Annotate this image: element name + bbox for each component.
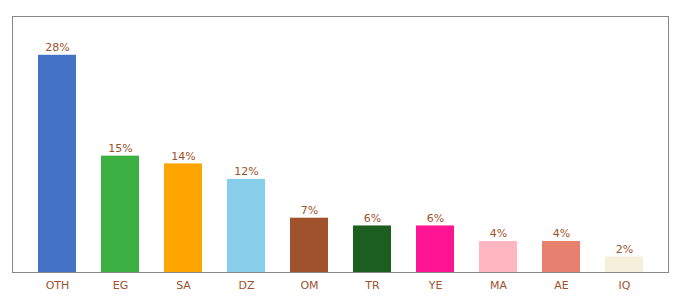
svg-text:6%: 6% [364, 212, 381, 225]
svg-text:6%: 6% [427, 212, 444, 225]
svg-text:14%: 14% [171, 150, 195, 163]
svg-text:28%: 28% [45, 41, 69, 54]
svg-text:YE: YE [428, 279, 443, 292]
svg-text:EG: EG [113, 279, 128, 292]
svg-text:IQ: IQ [619, 279, 631, 292]
svg-text:7%: 7% [301, 204, 318, 217]
svg-text:12%: 12% [234, 165, 258, 178]
svg-text:MA: MA [490, 279, 507, 292]
svg-text:OM: OM [300, 279, 318, 292]
svg-text:2%: 2% [616, 243, 633, 256]
svg-text:TR: TR [364, 279, 380, 292]
svg-text:AE: AE [554, 279, 569, 292]
svg-text:4%: 4% [553, 227, 570, 240]
svg-text:4%: 4% [490, 227, 507, 240]
svg-text:DZ: DZ [238, 279, 254, 292]
svg-text:15%: 15% [108, 142, 132, 155]
svg-text:SA: SA [176, 279, 191, 292]
svg-text:OTH: OTH [46, 279, 70, 292]
